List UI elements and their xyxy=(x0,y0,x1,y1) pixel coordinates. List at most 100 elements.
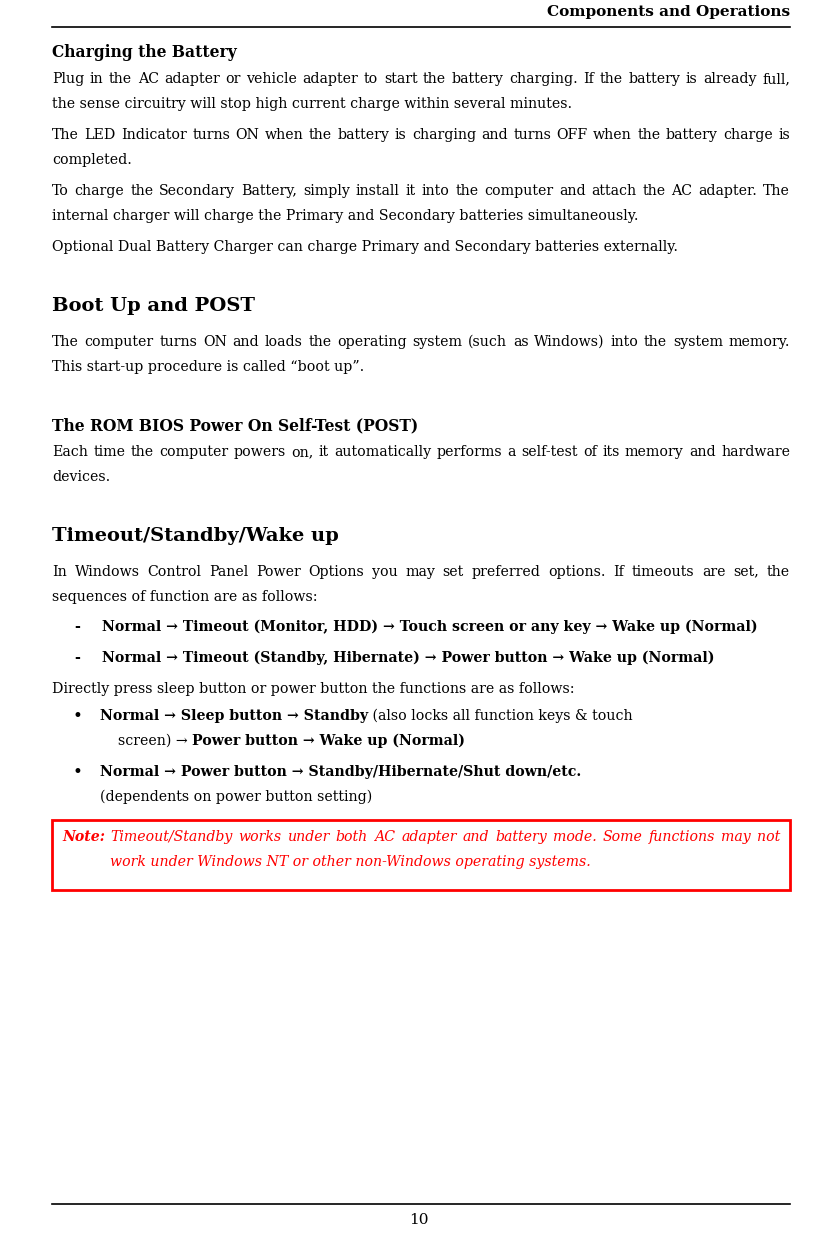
Text: completed.: completed. xyxy=(52,152,132,167)
Text: OFF: OFF xyxy=(556,127,587,142)
Text: (also locks all function keys & touch: (also locks all function keys & touch xyxy=(368,709,633,723)
Text: is: is xyxy=(779,127,790,142)
Text: •: • xyxy=(72,764,82,781)
Text: The: The xyxy=(763,184,790,199)
Text: computer: computer xyxy=(85,335,153,348)
Text: set: set xyxy=(442,565,464,580)
Text: its: its xyxy=(603,445,619,458)
Text: the: the xyxy=(638,127,660,142)
Text: may: may xyxy=(405,565,435,580)
Text: the: the xyxy=(643,184,665,199)
Text: turns: turns xyxy=(159,335,197,348)
Text: functions: functions xyxy=(649,831,715,844)
Text: Indicator: Indicator xyxy=(121,127,187,142)
Text: to: to xyxy=(364,72,378,86)
Text: into: into xyxy=(422,184,449,199)
Text: may: may xyxy=(721,831,751,844)
Text: are: are xyxy=(702,565,726,580)
Text: charge: charge xyxy=(723,127,773,142)
Text: Normal → Timeout (Standby, Hibernate) → Power button → Wake up (Normal): Normal → Timeout (Standby, Hibernate) → … xyxy=(102,651,715,666)
Text: devices.: devices. xyxy=(52,470,111,485)
Text: Note:: Note: xyxy=(62,831,105,844)
Text: computer: computer xyxy=(159,445,228,458)
Text: Optional Dual Battery Charger can charge Primary and Secondary batteries externa: Optional Dual Battery Charger can charge… xyxy=(52,240,678,254)
Text: both: both xyxy=(336,831,368,844)
Text: it: it xyxy=(318,445,328,458)
Text: ON: ON xyxy=(235,127,259,142)
Text: options.: options. xyxy=(548,565,606,580)
Text: Power button → Wake up (Normal): Power button → Wake up (Normal) xyxy=(192,734,465,748)
Text: battery: battery xyxy=(495,831,547,844)
Text: charging.: charging. xyxy=(509,72,577,86)
Text: a: a xyxy=(508,445,516,458)
Text: adapter: adapter xyxy=(164,72,220,86)
Text: of: of xyxy=(583,445,597,458)
Text: •: • xyxy=(72,708,82,724)
Text: If: If xyxy=(613,565,624,580)
Text: Timeout/Standby/Wake up: Timeout/Standby/Wake up xyxy=(52,527,339,545)
Text: In: In xyxy=(52,565,67,580)
Text: install: install xyxy=(355,184,400,199)
Text: adapter.: adapter. xyxy=(698,184,758,199)
Text: computer: computer xyxy=(484,184,553,199)
Text: simply: simply xyxy=(303,184,349,199)
Text: 10: 10 xyxy=(409,1213,429,1227)
Text: timeouts: timeouts xyxy=(632,565,695,580)
Text: Battery,: Battery, xyxy=(241,184,297,199)
Text: charge: charge xyxy=(75,184,125,199)
Text: the: the xyxy=(109,72,132,86)
Text: and: and xyxy=(232,335,259,348)
Text: -: - xyxy=(74,651,80,664)
Text: Components and Operations: Components and Operations xyxy=(547,5,790,19)
Text: system: system xyxy=(412,335,463,348)
Text: memory.: memory. xyxy=(728,335,790,348)
Text: the: the xyxy=(455,184,478,199)
Text: battery: battery xyxy=(628,72,680,86)
Text: not: not xyxy=(757,831,780,844)
Text: when: when xyxy=(593,127,632,142)
Text: the: the xyxy=(131,445,153,458)
Text: when: when xyxy=(265,127,303,142)
Text: and: and xyxy=(559,184,586,199)
Text: operating: operating xyxy=(337,335,406,348)
Text: Directly press sleep button or power button the functions are as follows:: Directly press sleep button or power but… xyxy=(52,682,575,696)
Text: Timeout/Standby: Timeout/Standby xyxy=(110,831,232,844)
Text: Normal → Timeout (Monitor, HDD) → Touch screen or any key → Wake up (Normal): Normal → Timeout (Monitor, HDD) → Touch … xyxy=(102,620,758,634)
Text: Each: Each xyxy=(52,445,88,458)
Text: hardware: hardware xyxy=(721,445,790,458)
Text: and: and xyxy=(463,831,489,844)
Text: start: start xyxy=(384,72,417,86)
Text: preferred: preferred xyxy=(472,565,541,580)
Text: Boot Up and POST: Boot Up and POST xyxy=(52,297,255,315)
Text: adapter: adapter xyxy=(401,831,457,844)
Text: work under Windows NT or other non-Windows operating systems.: work under Windows NT or other non-Windo… xyxy=(110,856,591,869)
Text: attach: attach xyxy=(592,184,637,199)
Text: Windows: Windows xyxy=(75,565,139,580)
Text: the: the xyxy=(309,127,332,142)
Text: works: works xyxy=(238,831,282,844)
Text: sequences of function are as follows:: sequences of function are as follows: xyxy=(52,590,318,605)
Text: self-test: self-test xyxy=(521,445,577,458)
Text: LED: LED xyxy=(85,127,116,142)
Text: it: it xyxy=(406,184,416,199)
Text: system: system xyxy=(673,335,723,348)
Text: the: the xyxy=(767,565,790,580)
Text: vehicle: vehicle xyxy=(246,72,297,86)
Text: The ROM BIOS Power On Self-Test (POST): The ROM BIOS Power On Self-Test (POST) xyxy=(52,417,418,433)
Text: Panel: Panel xyxy=(209,565,248,580)
Text: Options: Options xyxy=(308,565,364,580)
Text: ON: ON xyxy=(203,335,227,348)
Text: mode.: mode. xyxy=(553,831,597,844)
Text: Secondary: Secondary xyxy=(159,184,235,199)
Text: (dependents on power button setting): (dependents on power button setting) xyxy=(100,791,372,804)
Text: charging: charging xyxy=(411,127,476,142)
Text: Charging the Battery: Charging the Battery xyxy=(52,44,237,61)
Text: and: and xyxy=(481,127,508,142)
Text: performs: performs xyxy=(437,445,502,458)
Text: If: If xyxy=(583,72,594,86)
Text: as: as xyxy=(513,335,529,348)
Text: the: the xyxy=(131,184,153,199)
Text: (such: (such xyxy=(468,335,507,348)
Text: you: you xyxy=(371,565,397,580)
Text: the: the xyxy=(308,335,332,348)
